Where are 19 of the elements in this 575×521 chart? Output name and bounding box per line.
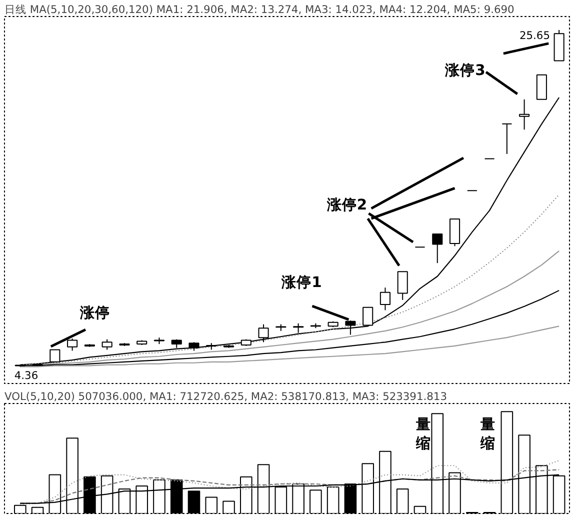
candlestick [502,123,512,154]
candlestick [293,322,304,334]
chart-title: 日线 MA(5,10,20,30,60,120) MA1: 21.906, MA2: 13.274, MA3: 14.023, MA4: 12.204, MA5: 9.690 [4,3,515,16]
candlestick [432,233,443,264]
text: 4.36 [14,369,38,382]
candlestick [519,98,530,130]
candlestick [258,324,269,343]
candlestick [102,338,112,350]
annotation: 量缩 [414,416,431,452]
candlestick [397,271,408,300]
annotation: 25.65 [519,29,550,42]
annotation: 涨停1 [280,274,322,291]
chart-title: VOL(5,10,20) 507036.000, MA1: 712720.625, MA2: 538170.813, MA3: 523391.813 [4,390,447,403]
annotation: 涨停2 [326,196,368,214]
annotation: 涨停 [78,304,110,322]
annotation: 量缩 [479,416,496,452]
candlestick [380,287,391,311]
candlestick [362,306,374,326]
annotation: 涨停3 [444,62,486,79]
